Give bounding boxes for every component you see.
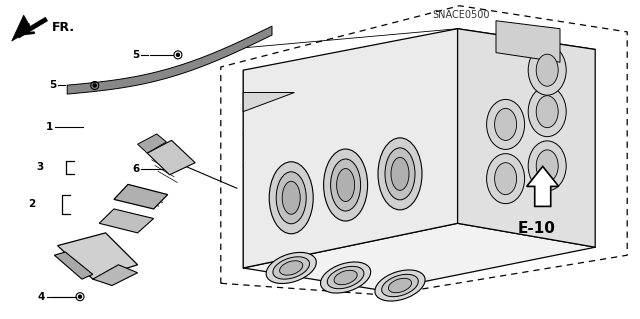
Polygon shape [496,21,560,62]
Ellipse shape [375,270,425,301]
Polygon shape [243,223,595,290]
Polygon shape [99,209,154,233]
Text: 5: 5 [49,80,56,91]
Ellipse shape [324,149,367,221]
Ellipse shape [495,163,516,195]
Ellipse shape [273,257,310,279]
Ellipse shape [536,96,558,128]
Ellipse shape [327,266,364,289]
Ellipse shape [381,274,419,297]
Ellipse shape [528,45,566,95]
Text: 1: 1 [46,122,53,132]
Ellipse shape [276,172,306,224]
Polygon shape [243,93,294,112]
Text: 6: 6 [132,164,140,174]
Ellipse shape [266,252,316,284]
Ellipse shape [536,150,558,182]
Polygon shape [147,140,195,175]
Polygon shape [114,184,168,209]
Ellipse shape [486,100,525,149]
Ellipse shape [486,154,525,204]
Ellipse shape [337,168,355,202]
Ellipse shape [528,87,566,137]
Polygon shape [243,29,458,268]
Circle shape [177,53,179,56]
Polygon shape [58,233,138,279]
Polygon shape [93,265,138,286]
Ellipse shape [385,148,415,200]
Text: FR.: FR. [52,21,75,33]
Text: 3: 3 [36,162,44,173]
Ellipse shape [495,108,516,140]
Ellipse shape [269,162,313,234]
Ellipse shape [321,262,371,293]
Text: SNACE0500: SNACE0500 [432,10,490,20]
Ellipse shape [331,159,360,211]
Ellipse shape [282,181,300,214]
Ellipse shape [536,54,558,86]
Polygon shape [67,26,272,94]
Ellipse shape [391,157,409,190]
Polygon shape [54,252,93,279]
Polygon shape [527,167,559,206]
Text: 5: 5 [132,50,140,60]
Polygon shape [458,29,595,247]
Ellipse shape [528,141,566,191]
Text: 4: 4 [37,292,45,302]
Circle shape [93,84,96,87]
Text: E-10: E-10 [517,220,556,236]
Polygon shape [138,134,166,153]
Ellipse shape [280,261,303,275]
Circle shape [79,295,81,298]
Ellipse shape [388,278,412,293]
Ellipse shape [334,270,357,285]
Ellipse shape [378,138,422,210]
Text: 2: 2 [28,199,35,209]
Polygon shape [12,15,32,41]
